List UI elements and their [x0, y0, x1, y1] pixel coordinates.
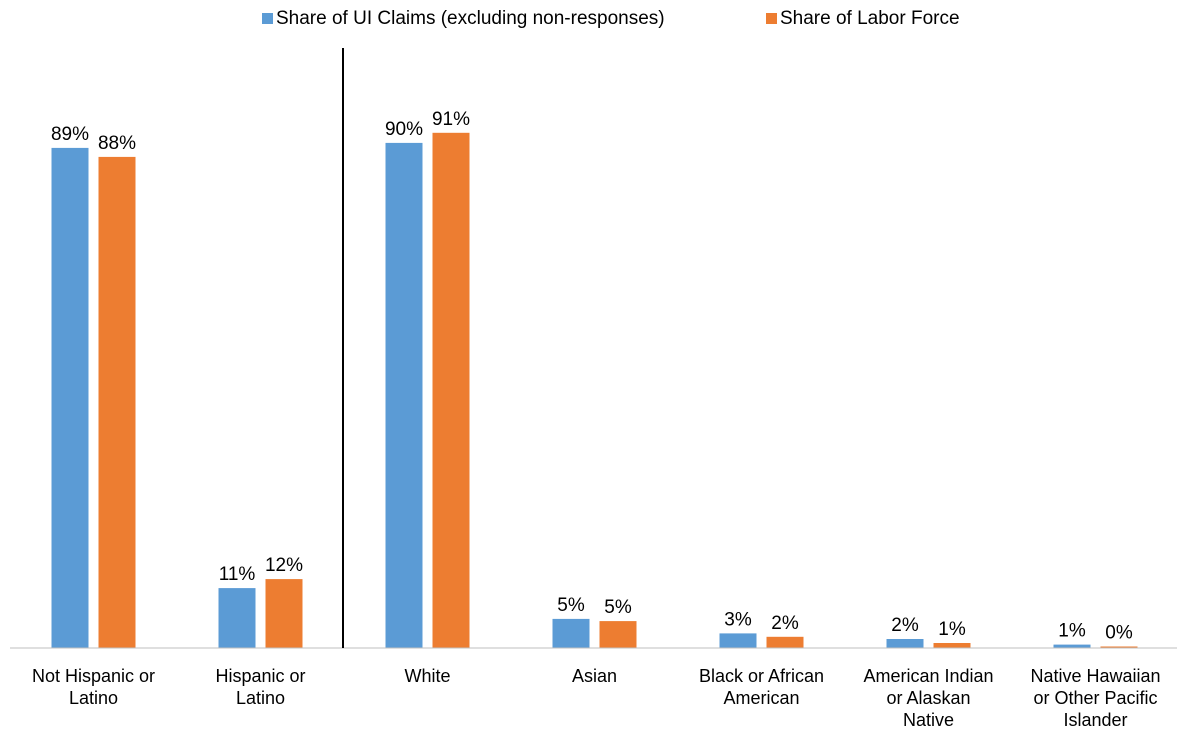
bar-series1-cat6 [1100, 646, 1138, 648]
bar-series1-cat3 [599, 621, 637, 648]
data-labels-group: 89% 88% 11% 12% 90% 91% 5% 5% 3% 2% 2% 1% 1% 0% [51, 109, 1133, 644]
bar-series0-cat2 [385, 142, 423, 648]
category-label-6-line-0: Native Hawaiian [1030, 666, 1160, 686]
bars-group [51, 132, 1138, 649]
category-label-4: Black or African American [699, 666, 824, 708]
category-label-5-line-0: American Indian [863, 666, 993, 686]
data-label-series0-cat1: 11% [219, 564, 256, 585]
category-label-5-line-1: or Alaskan [886, 688, 970, 708]
data-label-series1-cat5: 1% [938, 619, 966, 640]
category-label-6: Native Hawaiian or Other Pacific Islander [1030, 666, 1160, 730]
category-label-0: Not Hispanic or Latino [32, 666, 155, 708]
legend: Share of UI Claims (excluding non-respon… [262, 8, 960, 29]
bar-series1-cat0 [98, 156, 136, 648]
legend-label-ui-claims: Share of UI Claims (excluding non-respon… [276, 8, 665, 29]
category-label-0-line-1: Latino [69, 688, 118, 708]
category-label-2: White [404, 666, 450, 686]
data-label-series1-cat0: 88% [98, 133, 136, 154]
data-label-series0-cat3: 5% [557, 595, 585, 616]
legend-label-labor-force: Share of Labor Force [780, 8, 960, 29]
category-label-1-line-1: Latino [236, 688, 285, 708]
bar-series1-cat1 [265, 579, 303, 648]
category-label-1: Hispanic or Latino [215, 666, 305, 708]
category-label-1-line-0: Hispanic or [215, 666, 305, 686]
category-label-3: Asian [572, 666, 617, 686]
data-label-series0-cat0: 89% [51, 124, 89, 145]
bar-series0-cat1 [218, 588, 256, 648]
bar-series0-cat4 [719, 633, 757, 648]
data-label-series0-cat5: 2% [891, 615, 919, 636]
category-label-5: American Indian or Alaskan Native [863, 666, 993, 730]
bar-series1-cat5 [933, 643, 971, 648]
data-label-series0-cat6: 1% [1058, 621, 1086, 642]
bar-series1-cat2 [432, 132, 470, 649]
data-label-series1-cat4: 2% [771, 613, 799, 634]
category-label-3-line-0: Asian [572, 666, 617, 686]
bar-series0-cat6 [1053, 644, 1091, 648]
data-label-series1-cat3: 5% [604, 597, 632, 618]
data-label-series1-cat1: 12% [265, 555, 303, 576]
category-label-5-line-2: Native [903, 710, 954, 730]
bar-series0-cat3 [552, 618, 590, 648]
bar-series1-cat4 [766, 636, 804, 648]
category-label-4-line-1: American [723, 688, 799, 708]
category-label-6-line-2: Islander [1063, 710, 1127, 730]
category-label-4-line-0: Black or African [699, 666, 824, 686]
data-label-series0-cat2: 90% [385, 119, 423, 140]
bar-series0-cat5 [886, 639, 924, 648]
category-label-2-line-0: White [404, 666, 450, 686]
category-label-0-line-0: Not Hispanic or [32, 666, 155, 686]
data-label-series1-cat6: 0% [1105, 623, 1133, 644]
data-label-series1-cat2: 91% [432, 109, 470, 130]
category-label-6-line-1: or Other Pacific [1033, 688, 1157, 708]
legend-swatch-labor-force [766, 13, 777, 24]
data-label-series0-cat4: 3% [724, 609, 752, 630]
legend-swatch-ui-claims [262, 13, 273, 24]
bar-series0-cat0 [51, 147, 89, 648]
